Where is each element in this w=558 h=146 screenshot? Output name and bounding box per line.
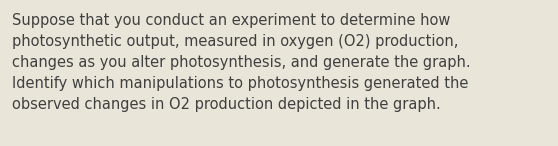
- Text: Suppose that you conduct an experiment to determine how
photosynthetic output, m: Suppose that you conduct an experiment t…: [12, 13, 471, 112]
